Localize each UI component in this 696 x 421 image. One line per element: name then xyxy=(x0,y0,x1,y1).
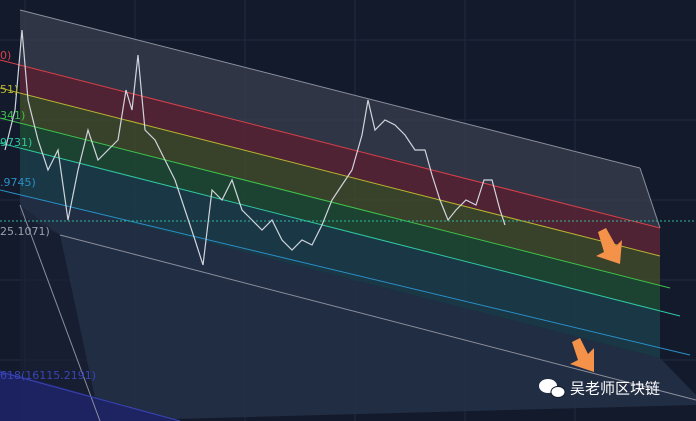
price-path xyxy=(4,29,506,266)
arrows xyxy=(570,228,622,372)
fib-label: 0) xyxy=(0,49,11,62)
watermark: 吴老师区块链 xyxy=(570,380,660,398)
fib-label: 51) xyxy=(0,83,18,96)
fib-label: 341) xyxy=(0,109,25,122)
fib-label: .9745) xyxy=(0,176,36,189)
fib-channel xyxy=(0,9,696,421)
fib-label: 618(16115.2191) xyxy=(0,369,96,382)
fib-label: 9731) xyxy=(0,136,32,149)
fib-label: 25.1071) xyxy=(0,225,50,238)
watermark-icon xyxy=(539,379,566,398)
